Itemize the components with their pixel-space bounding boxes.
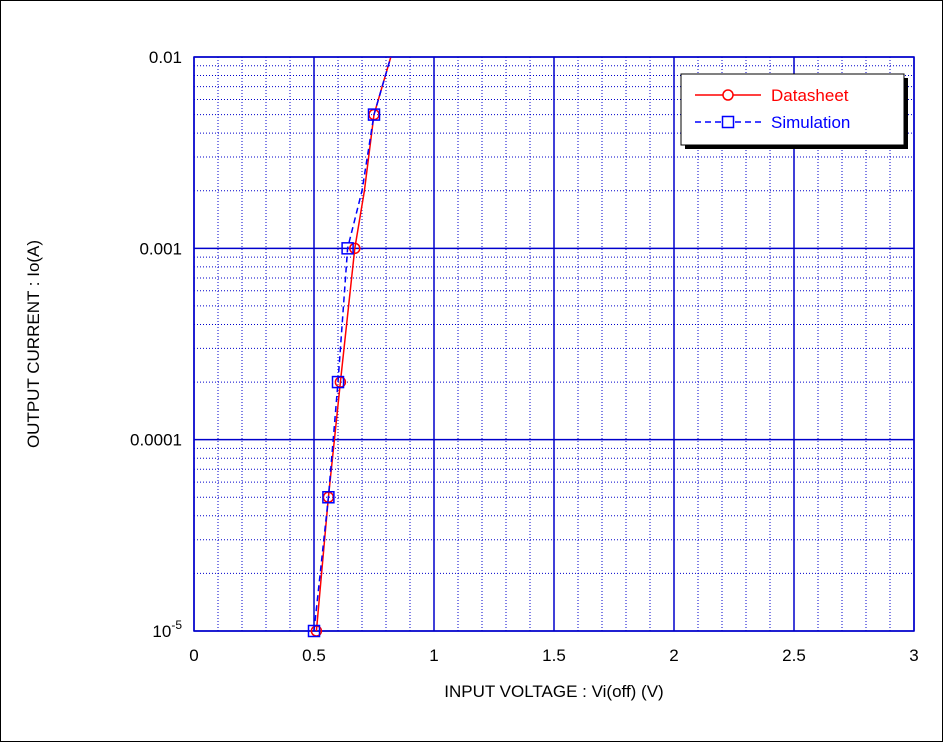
- y-tick-label: 10-5: [152, 618, 182, 641]
- x-tick-label: 0: [189, 646, 198, 665]
- legend-label-simulation: Simulation: [771, 113, 850, 132]
- x-tick-label: 2: [669, 646, 678, 665]
- y-tick-labels: 10-5 0.0001 0.001 0.01: [130, 48, 182, 641]
- y-tick-label: 0.001: [139, 239, 182, 258]
- x-axis-label: INPUT VOLTAGE : Vi(off) (V): [444, 682, 663, 701]
- x-tick-label: 1: [429, 646, 438, 665]
- y-axis-label: OUTPUT CURRENT : Io(A): [24, 240, 43, 448]
- series-line-datasheet: [316, 57, 390, 631]
- x-tick-label: 0.5: [302, 646, 326, 665]
- series-line-simulation: [314, 57, 391, 631]
- x-tick-label: 1.5: [542, 646, 566, 665]
- legend-marker-datasheet: [723, 90, 733, 100]
- y-tick-label: 0.01: [149, 48, 182, 67]
- legend-box: [681, 74, 904, 145]
- legend-marker-simulation: [723, 117, 734, 128]
- x-tick-label: 3: [909, 646, 918, 665]
- series-layer: [309, 57, 391, 637]
- x-tick-label: 2.5: [782, 646, 806, 665]
- legend: Datasheet Simulation: [681, 74, 908, 149]
- y-tick-label: 0.0001: [130, 431, 182, 450]
- x-tick-labels: 0 0.5 1 1.5 2 2.5 3: [189, 646, 918, 665]
- legend-label-datasheet: Datasheet: [771, 86, 849, 105]
